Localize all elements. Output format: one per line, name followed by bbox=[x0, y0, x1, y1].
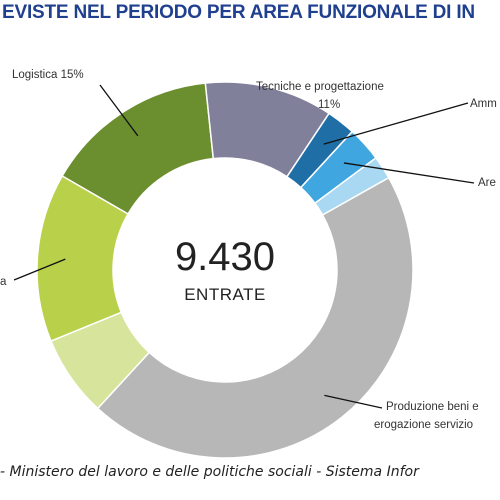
chart-title: EVISTE NEL PERIODO PER AREA FUNZIONALE D… bbox=[2, 2, 475, 23]
leader-line-3 bbox=[343, 162, 475, 184]
leader-line-5 bbox=[324, 394, 383, 409]
slice-label-2-0: Amm bbox=[470, 98, 497, 110]
slice-label-7-0: a bbox=[0, 276, 7, 288]
slice-label-5-0: Produzione beni e bbox=[386, 401, 479, 413]
slice-label-5-1: erogazione servizio bbox=[374, 419, 473, 431]
leader-line-7 bbox=[13, 258, 66, 281]
donut-slice-5 bbox=[96, 176, 414, 459]
slice-label-0-0: Logistica 15% bbox=[12, 69, 84, 81]
leader-line-2 bbox=[323, 102, 469, 145]
leader-line-0 bbox=[99, 84, 139, 137]
donut-slice-7 bbox=[36, 174, 130, 343]
slice-label-3-0: Are bbox=[478, 177, 496, 189]
center-label: ENTRATE bbox=[184, 285, 266, 304]
slice-label-1-0: Tecniche e progettazione bbox=[256, 81, 384, 93]
slice-label-1-1: 11% bbox=[318, 99, 340, 111]
source-footer: - Ministero del lavoro e delle politiche… bbox=[0, 464, 419, 480]
center-value: 9.430 bbox=[175, 235, 275, 279]
